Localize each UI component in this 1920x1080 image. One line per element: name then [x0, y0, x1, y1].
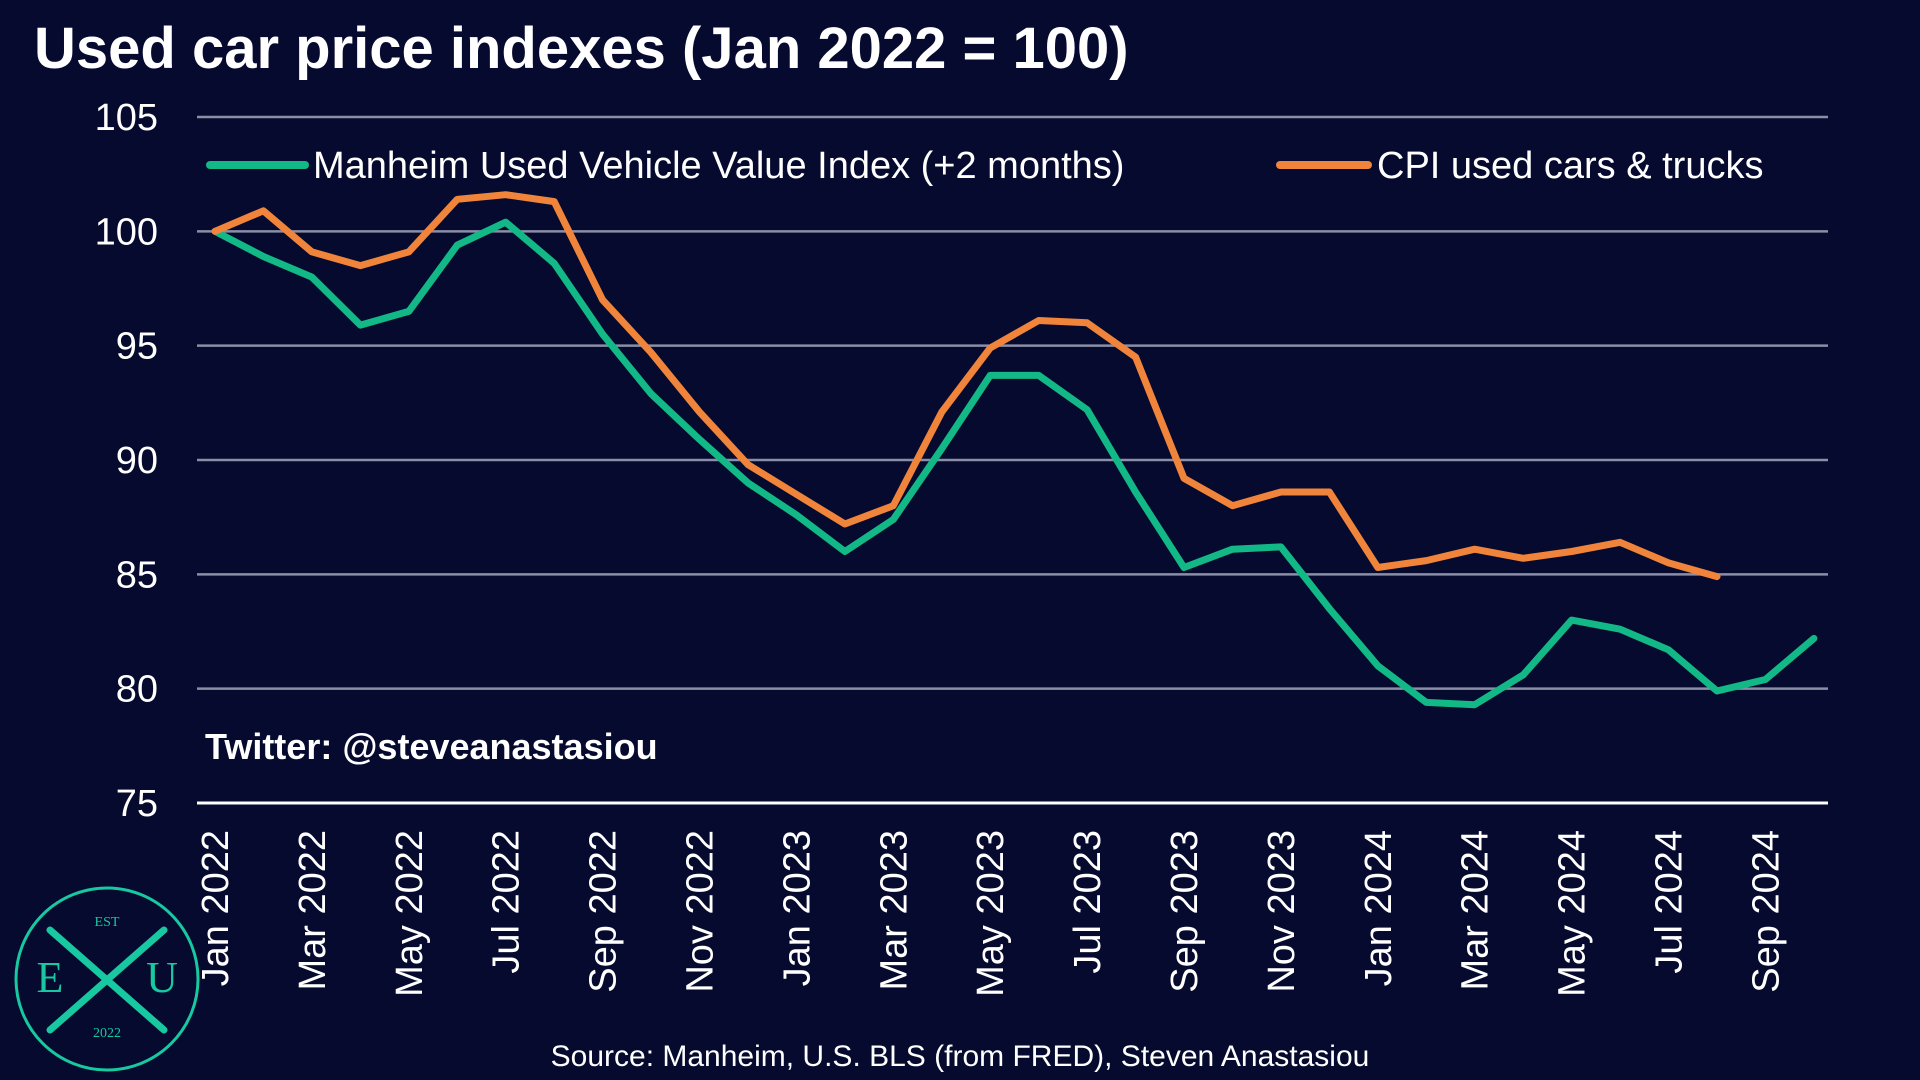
x-tick-label: Jan 2023	[776, 830, 818, 986]
y-tick-label: 85	[116, 554, 158, 596]
y-tick-label: 100	[95, 211, 158, 253]
series-lines	[211, 191, 1818, 709]
x-tick-label: May 2022	[389, 830, 431, 997]
x-tick-label: Sep 2024	[1745, 830, 1787, 993]
x-tick-label: Jul 2022	[486, 830, 528, 974]
x-tick-label: Jul 2023	[1067, 830, 1109, 974]
chart-title: Used car price indexes (Jan 2022 = 100)	[34, 16, 1129, 81]
x-tick-label: May 2024	[1552, 830, 1594, 997]
x-tick-label: Nov 2023	[1261, 830, 1303, 993]
x-tick-label: Mar 2022	[292, 830, 334, 991]
x-tick-label: Jan 2022	[195, 830, 237, 986]
x-axis-ticks: Jan 2022 Mar 2022 May 2022 Jul 2022 Sep 2022…	[195, 830, 1787, 997]
x-tick-label: May 2023	[970, 830, 1012, 997]
series-line-cpi	[211, 191, 1721, 581]
y-tick-label: 90	[116, 440, 158, 482]
y-tick-label: 75	[116, 783, 158, 825]
x-tick-label: Mar 2024	[1455, 830, 1497, 991]
legend: Manheim Used Vehicle Value Index (+2 mon…	[206, 145, 1763, 187]
grid	[197, 115, 1828, 805]
y-tick-label: 95	[116, 326, 158, 368]
legend-label-cpi: CPI used cars & trucks	[1377, 145, 1763, 187]
exu-logo-icon: EST E U 2022	[14, 886, 200, 1072]
twitter-handle: Twitter: @steveanastasiou	[205, 726, 658, 767]
y-tick-label: 80	[116, 669, 158, 711]
logo-letter-u: U	[146, 953, 178, 1002]
logo-est: EST	[95, 915, 120, 930]
y-axis-ticks: 75 80 85 90 95 100 105	[95, 97, 158, 825]
legend-label-manheim: Manheim Used Vehicle Value Index (+2 mon…	[313, 145, 1124, 187]
logo-ring	[14, 886, 200, 1072]
y-tick-label: 105	[95, 97, 158, 139]
x-tick-label: Sep 2023	[1164, 830, 1206, 993]
x-tick-label: Jan 2024	[1358, 830, 1400, 986]
logo-year: 2022	[93, 1026, 121, 1041]
x-tick-label: Mar 2023	[873, 830, 915, 991]
x-tick-label: Nov 2022	[680, 830, 722, 993]
series-line-manheim	[211, 218, 1818, 709]
logo-x-mark	[46, 926, 168, 1034]
x-tick-label: Sep 2022	[583, 830, 625, 993]
x-tick-label: Jul 2024	[1649, 830, 1691, 974]
logo-letter-e: E	[37, 953, 64, 1002]
source-note: Source: Manheim, U.S. BLS (from FRED), S…	[551, 1040, 1370, 1073]
